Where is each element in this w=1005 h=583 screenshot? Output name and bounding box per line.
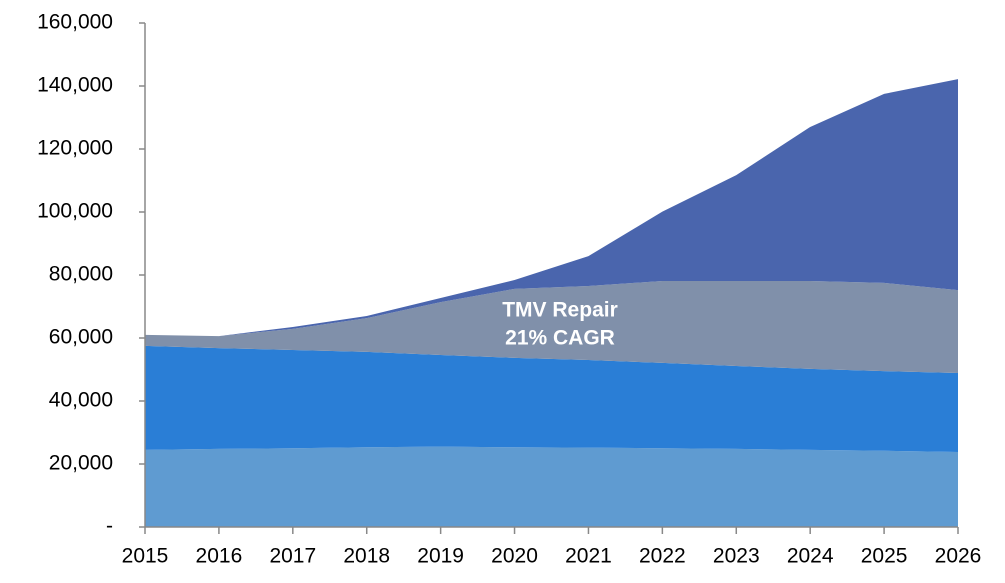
area [145, 446, 958, 527]
y-tick-label: 140,000 [37, 74, 113, 97]
x-tick-label: 2023 [713, 545, 760, 568]
x-tick-label: 2019 [417, 545, 464, 568]
y-tick-label: 80,000 [49, 263, 113, 286]
y-tick-label: 160,000 [37, 11, 113, 34]
x-tick-label: 2016 [196, 545, 243, 568]
area [145, 345, 958, 453]
x-tick-label: 2024 [787, 545, 834, 568]
x-tick-label: 2018 [343, 545, 390, 568]
x-tick-label: 2021 [565, 545, 612, 568]
area [145, 280, 958, 373]
y-tick-label: 20,000 [49, 452, 113, 475]
y-tick-label: 120,000 [37, 137, 113, 160]
y-tick-label: - [106, 515, 113, 538]
y-tick-label: 40,000 [49, 389, 113, 412]
plot-area [145, 79, 958, 527]
x-tick-label: 2015 [122, 545, 169, 568]
y-tick-label: 100,000 [37, 200, 113, 223]
y-tick-label: 60,000 [49, 326, 113, 349]
x-tick-label: 2022 [639, 545, 686, 568]
area [145, 79, 958, 337]
x-tick-label: 2020 [491, 545, 538, 568]
annotation: TMV Repair [502, 299, 618, 322]
x-tick-label: 2017 [269, 545, 316, 568]
annotation: 21% CAGR [505, 327, 615, 350]
x-tick-label: 2026 [935, 545, 982, 568]
x-tick-label: 2025 [861, 545, 908, 568]
